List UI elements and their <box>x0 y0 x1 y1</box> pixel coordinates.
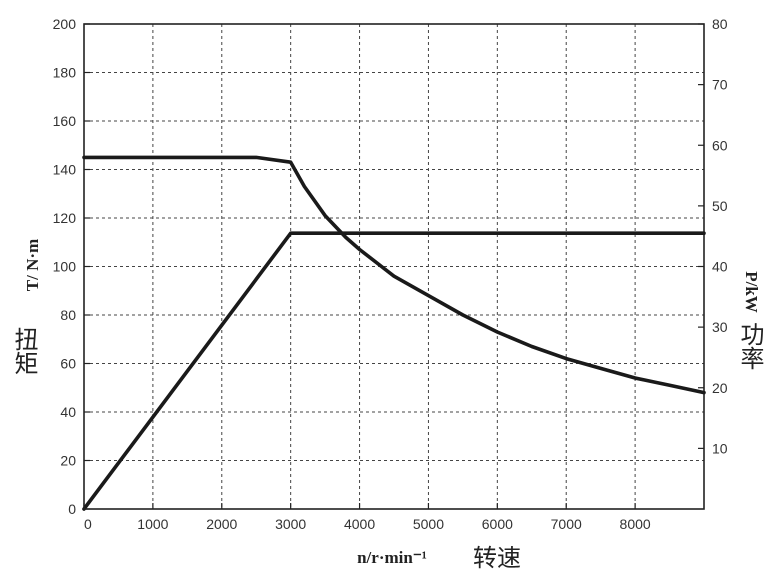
y-right-tick-label: 30 <box>712 319 728 335</box>
y-left-tick-label: 80 <box>60 307 76 323</box>
grid-lines <box>84 24 704 509</box>
y-right-axis-label: P/kW <box>742 271 761 313</box>
y-left-tick-label: 60 <box>60 356 76 372</box>
y-left-tick-label: 160 <box>53 113 77 129</box>
y-right-tick-label: 40 <box>712 259 728 275</box>
x-tick-label: 4000 <box>344 516 375 532</box>
x-tick-label: 3000 <box>275 516 306 532</box>
y-right-tick-label: 10 <box>712 440 728 456</box>
x-tick-label: 7000 <box>551 516 582 532</box>
y-right-tick-label: 60 <box>712 137 728 153</box>
x-tick-label: 2000 <box>206 516 237 532</box>
y-left-tick-label: 120 <box>53 210 77 226</box>
x-tick-label: 8000 <box>620 516 651 532</box>
y-left-tick-label: 40 <box>60 404 76 420</box>
y-left-axis-label: T/ N·m <box>23 239 42 291</box>
y-right-tick-label: 80 <box>712 16 728 32</box>
x-tick-label: 1000 <box>137 516 168 532</box>
y-left-axis-label-cn: 扭矩 <box>10 327 38 375</box>
x-tick-label: 5000 <box>413 516 444 532</box>
x-tick-label: 6000 <box>482 516 513 532</box>
y-left-tick-label: 100 <box>53 259 77 275</box>
y-left-tick-label: 180 <box>53 65 77 81</box>
y-right-axis-label-cn: 功率 <box>736 322 764 370</box>
y-left-tick-label: 20 <box>60 453 76 469</box>
torque-curve-line <box>84 157 704 392</box>
x-axis-label-cn: 转速 <box>473 544 521 572</box>
y-left-tick-label: 140 <box>53 162 77 178</box>
y-right-tick-label: 20 <box>712 380 728 396</box>
y-right-tick-label: 50 <box>712 198 728 214</box>
x-axis-label: n/r·min⁻¹ <box>357 548 427 567</box>
series-group <box>84 157 704 509</box>
y-left-tick-label: 0 <box>68 501 76 517</box>
y-left-tick-label: 200 <box>53 16 77 32</box>
y-right-tick-label: 70 <box>712 77 728 93</box>
x-tick-label: 0 <box>84 516 92 532</box>
